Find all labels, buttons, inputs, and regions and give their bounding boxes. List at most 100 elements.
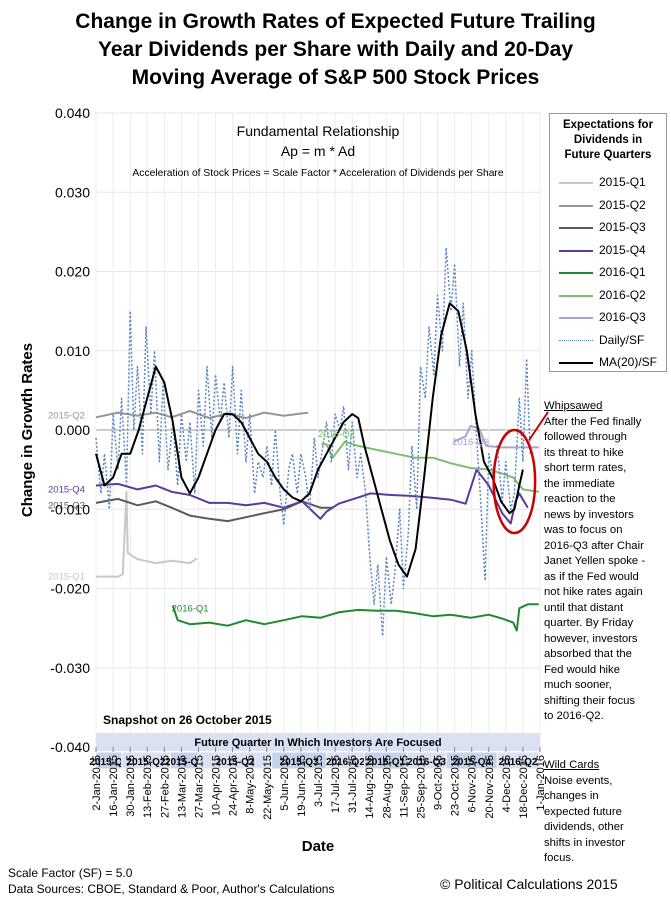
- title-line-3: Moving Average of S&P 500 Stock Prices: [131, 66, 540, 89]
- inline-series-label: 2015-Q3: [48, 500, 85, 511]
- fundamental-description: Acceleration of Stock Prices = Scale Fac…: [132, 168, 503, 179]
- legend-swatch: [559, 249, 593, 252]
- inline-series-label: 2015-Q2: [48, 411, 85, 422]
- legend-label: 2016-Q1: [599, 265, 646, 279]
- y-tick-label: -0.020: [50, 581, 90, 597]
- x-tick-label: 17-Jul-2015: [330, 755, 342, 813]
- annotation-whipsawed: Whipsawed After the Fed finally followed …: [544, 399, 668, 725]
- legend-item: 2016-Q3: [550, 304, 666, 334]
- inline-series-label: 2016-Q3: [452, 437, 489, 448]
- data-sources: Data Sources: CBOE, Standard & Poor, Aut…: [8, 882, 335, 896]
- inline-series-label: 2015-Q1: [48, 572, 85, 583]
- annotation-line: Janet Yellen spoke -: [544, 555, 646, 567]
- legend-swatch: [559, 317, 593, 319]
- annotation-line: expected future: [544, 805, 622, 818]
- annotation-line: news by investors: [544, 508, 634, 521]
- legend-title-line: Future Quarters: [564, 149, 652, 161]
- annotation-line: After the Fed finally: [544, 415, 642, 428]
- x-tick-label: 6-Nov-2015: [467, 755, 479, 812]
- legend-item: 2016-Q1: [550, 259, 666, 289]
- inline-series-label: 2016-Q2: [318, 429, 355, 440]
- annotation-line: Noise events,: [544, 774, 613, 787]
- x-tick-label: 19-Jun-2015: [296, 755, 308, 817]
- annotation-wildcards: Wild Cards Noise events, changes in expect…: [544, 758, 668, 867]
- x-tick-label: 16-Jan-2015: [108, 755, 120, 817]
- y-tick-label: 0.010: [55, 343, 90, 359]
- gridlines: [95, 112, 541, 748]
- legend-swatch: [559, 362, 593, 364]
- legend-swatch: [559, 182, 593, 184]
- x-tick-label: 18-Dec-2015: [518, 755, 530, 819]
- annotation-heading: Whipsawed: [544, 400, 603, 412]
- legend-swatch: [559, 294, 593, 297]
- legend-label: 2015-Q1: [599, 175, 646, 189]
- legend-label: 2015-Q4: [599, 242, 646, 257]
- annotation-line: quarter. By Friday: [544, 617, 634, 629]
- legend-item: 2015-Q4: [550, 237, 666, 267]
- focus-period-label: 2015-Q4: [165, 757, 204, 768]
- annotation-line: shifts in investor: [544, 836, 625, 849]
- legend-swatch: [559, 204, 593, 207]
- series-line-2016-q2: [321, 440, 539, 493]
- annotation-line: Fed would hike: [544, 663, 620, 676]
- snapshot-label: Snapshot on 26 October 2015: [103, 713, 272, 727]
- focus-period-label: 2016-Q3: [407, 757, 446, 768]
- focus-period: [496, 751, 540, 770]
- annotation-line: was to focus on: [544, 524, 623, 536]
- legend-title-line: Expectations for: [562, 119, 654, 131]
- legend-swatch: [559, 227, 593, 229]
- x-tick-label: 20-Nov-2015: [484, 755, 496, 819]
- y-axis-label: Change in Growth Rates: [19, 343, 36, 517]
- annotation-line: 2016-Q3 after Chair: [544, 539, 644, 552]
- wildcards-heading: Wild Cards: [544, 759, 600, 771]
- focus-band: Future Quarter In Which Investors Are Fo…: [89, 733, 540, 770]
- annotation-line: followed through: [544, 431, 627, 443]
- x-tick-label: 27-Feb-2015: [159, 755, 171, 818]
- x-tick-label: 1-Jan-2016: [535, 755, 547, 811]
- annotation-line: its threat to hike: [544, 446, 624, 459]
- annotation-line: changes in: [544, 790, 599, 802]
- legend-swatch: [559, 339, 593, 341]
- x-tick-label: 5-Jun-2015: [279, 755, 291, 811]
- x-tick-label: 9-Oct-2015: [433, 755, 445, 810]
- x-tick-label: 25-Sep-2015: [415, 755, 427, 819]
- legend-label: 2016-Q3: [599, 310, 646, 324]
- inline-labels-layer: 2015-Q2 2015-Q4 2015-Q3 2015-Q1 2016-Q2 2016-…: [48, 411, 549, 614]
- focus-period-label: 2015-Q2: [127, 757, 166, 768]
- annotation-line: short term rates,: [544, 462, 627, 474]
- annotation-line: reaction to the: [544, 493, 616, 505]
- annotation-line: focus.: [544, 852, 575, 864]
- legend-item: 2015-Q2: [550, 192, 666, 222]
- legend-label: Daily/SF: [599, 332, 645, 347]
- annotation-line: the immediate: [544, 477, 615, 490]
- focus-period-label: 2015-Q3: [280, 757, 319, 768]
- x-tick-label: 11-Sep-2015: [398, 755, 410, 818]
- annotation-line: however, investors: [544, 632, 638, 645]
- legend-title: Expectations for Dividends in Future Qua…: [550, 118, 666, 163]
- annotation-text: After the Fed finally followed through its…: [544, 415, 668, 725]
- x-tick-label: 8-May-2015: [245, 755, 257, 814]
- focus-period-label: 2016-Q2: [499, 757, 538, 768]
- legend-item: Daily/SF: [550, 327, 666, 357]
- series-line-daily-sf: [95, 246, 531, 637]
- legend-swatch: [559, 272, 593, 274]
- annotation-line: much sooner,: [544, 679, 612, 691]
- y-tick-label: -0.030: [50, 660, 90, 676]
- copyright: © Political Calculations 2015: [440, 876, 618, 892]
- x-tick-label: 31-Jul-2015: [347, 755, 359, 813]
- y-tick-label: 0.030: [55, 184, 90, 200]
- legend-label: 2016-Q2: [599, 287, 646, 302]
- focus-header-bar: [96, 733, 540, 751]
- focus-period-label: 2015-Q2: [216, 757, 255, 768]
- fundamental-equation: Ap = m * Ad: [281, 143, 355, 159]
- axes: 0.040 0.030 0.020 0.010 0.000 -0.010 -0.020 -0.…: [50, 105, 547, 820]
- annotation-line: to 2016-Q2.: [544, 710, 604, 722]
- annotation-line: as if the Fed would: [544, 570, 639, 583]
- title-line-1: Change in Growth Rates of Expected Futur…: [75, 10, 596, 33]
- focus-period-label: 2016-Q2: [326, 757, 365, 768]
- focus-period-label: 2015-Q4: [452, 757, 491, 768]
- highlight-ellipse: [492, 428, 537, 535]
- y-tick-label: 0.000: [55, 422, 90, 438]
- focus-header: Future Quarter In Which Investors Are Fo…: [194, 737, 441, 749]
